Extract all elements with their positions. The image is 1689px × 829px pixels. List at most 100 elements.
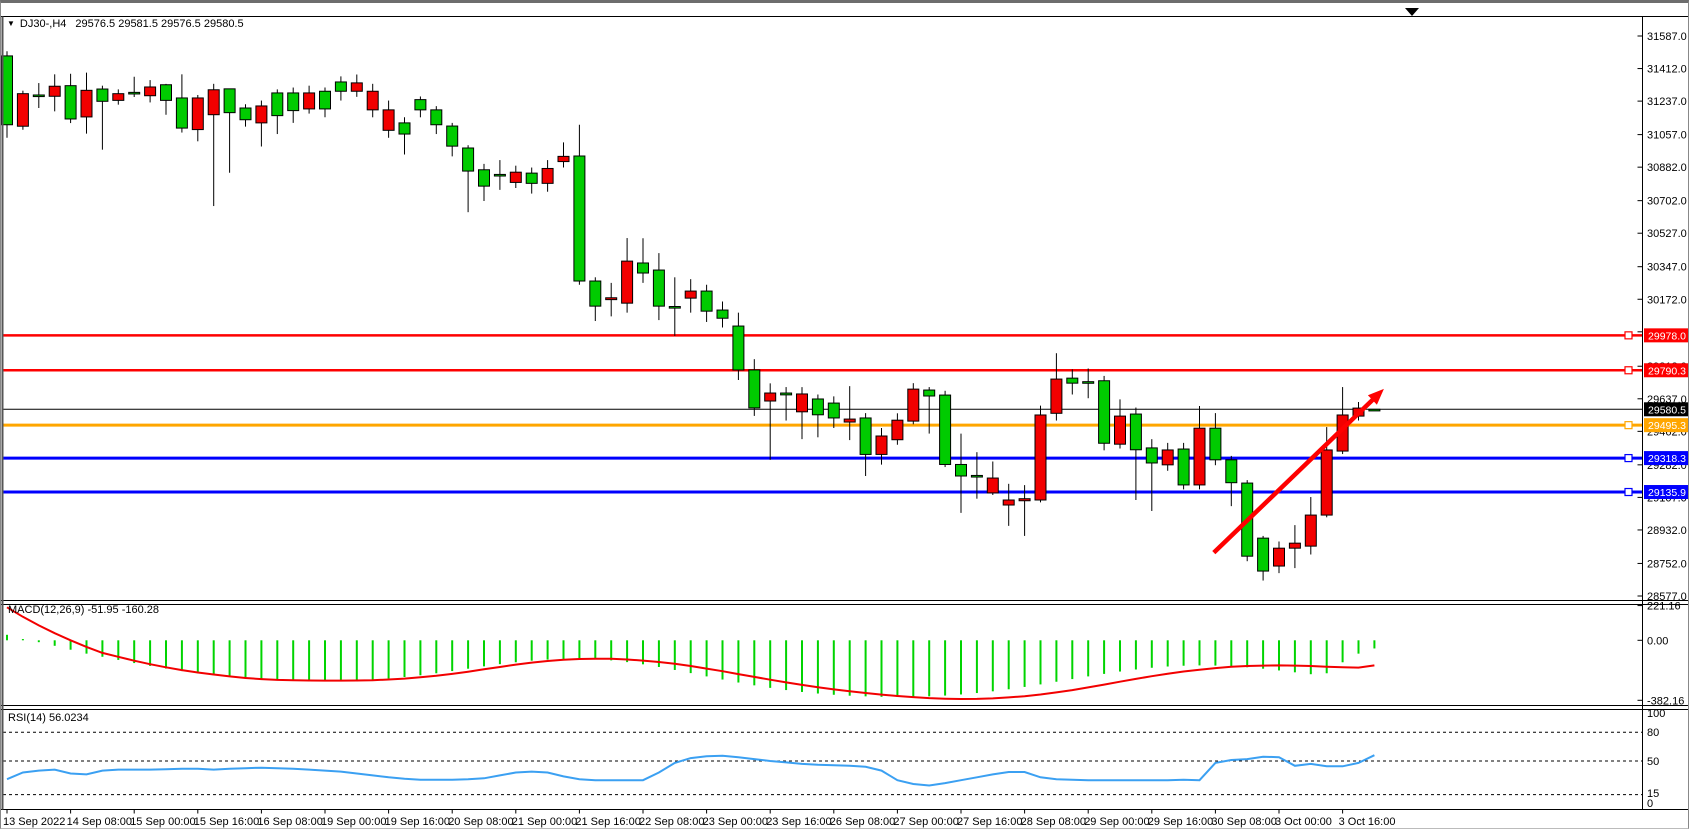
price-tick-label: 30347.0 <box>1647 262 1687 274</box>
macd-hist-bar <box>1166 640 1169 667</box>
macd-hist-bar <box>467 640 470 669</box>
candle-body <box>843 418 856 423</box>
macd-hist-bar <box>53 640 56 646</box>
macd-hist-bar <box>514 640 517 663</box>
price-tick-label: 31587.0 <box>1647 31 1687 43</box>
candle-body <box>907 388 920 422</box>
candle-body <box>398 122 411 135</box>
horizontal-line[interactable] <box>3 421 1643 430</box>
macd-hist-bar <box>1071 640 1074 680</box>
horizontal-line[interactable] <box>3 487 1643 497</box>
macd-axis-label: -382.16 <box>1647 695 1684 707</box>
macd-hist-bar <box>276 640 279 680</box>
svg-text:29495.3: 29495.3 <box>1648 420 1686 432</box>
time-tick-label: 3 Oct 00:00 <box>1275 816 1332 828</box>
macd-hist-bar <box>816 640 819 694</box>
macd-hist-bar <box>1087 640 1090 677</box>
macd-hist-bar <box>1039 640 1042 685</box>
line-handle <box>1624 366 1633 375</box>
macd-hist-bar <box>1055 640 1058 682</box>
candle-body <box>780 392 793 396</box>
time-tick-label: 19 Sep 16:00 <box>385 816 450 828</box>
macd-hist-bar <box>1198 640 1201 666</box>
macd-hist-bar <box>673 640 676 670</box>
candles-layer <box>1 51 1381 581</box>
candle-body <box>986 477 999 494</box>
candle-body <box>668 306 681 309</box>
price-tick-label: 30882.0 <box>1647 162 1687 174</box>
candle-body <box>716 309 729 319</box>
price-line-label: 29978.0 <box>1644 328 1688 343</box>
chart-canvas[interactable]: 31587.0 31412.0 31237.0 31057.0 30882.0 30702… <box>1 3 1689 829</box>
macd-hist-bar <box>1007 640 1010 690</box>
macd-hist-bar <box>769 640 772 688</box>
macd-hist-bar <box>149 640 152 666</box>
horizontal-line[interactable] <box>3 366 1643 375</box>
price-line-label: 29318.3 <box>1644 451 1688 466</box>
candle-body <box>366 90 379 111</box>
candle-body <box>271 92 284 117</box>
candle-body <box>811 398 824 416</box>
candle-body <box>955 463 967 477</box>
time-tick-label: 19 Sep 00:00 <box>321 816 386 828</box>
macd-hist-bar <box>180 640 183 672</box>
candle-body <box>48 85 61 97</box>
time-tick-label: 15 Sep 00:00 <box>130 816 195 828</box>
macd-hist-bar <box>1182 640 1185 666</box>
time-tick-label: 21 Sep 00:00 <box>512 816 577 828</box>
candle-body <box>1161 449 1174 466</box>
macd-hist-bar <box>498 640 501 665</box>
line-handle <box>1624 487 1633 497</box>
candle-body <box>1018 498 1031 502</box>
svg-text:29978.0: 29978.0 <box>1648 330 1686 342</box>
candle-body <box>446 125 459 147</box>
line-handle <box>1624 453 1633 463</box>
candle-body <box>1304 514 1317 547</box>
candle-body <box>970 474 983 478</box>
candle-body <box>700 290 713 312</box>
macd-hist-bar <box>737 640 740 683</box>
candle-body <box>541 167 554 184</box>
macd-hist-bar <box>721 640 724 680</box>
trend-arrow[interactable] <box>1212 388 1384 555</box>
candle-body <box>573 155 586 282</box>
shift-end-marker-icon[interactable] <box>1405 8 1419 16</box>
rsi-axis-label: 0 <box>1647 798 1653 810</box>
candle-body <box>144 86 157 97</box>
macd-hist-bar <box>562 640 565 659</box>
candle-body <box>255 105 268 124</box>
macd-hist-bar <box>1103 640 1106 674</box>
macd-hist-bar <box>785 640 788 691</box>
macd-hist-bar <box>1150 640 1153 668</box>
candle-body <box>891 419 904 441</box>
candle-body <box>1273 547 1285 567</box>
macd-hist-bar <box>419 640 422 676</box>
macd-hist-bar <box>642 640 644 665</box>
candle-body <box>684 290 697 299</box>
macd-hist-bar <box>705 640 708 677</box>
price-tick-label: 31057.0 <box>1647 130 1687 142</box>
macd-hist-bar <box>387 640 390 679</box>
candle-body <box>637 262 649 274</box>
horizontal-line[interactable] <box>3 331 1643 340</box>
candle-body <box>652 269 665 307</box>
horizontal-line[interactable] <box>3 453 1643 463</box>
macd-hist-bar <box>101 640 104 657</box>
rsi-line <box>6 754 1375 787</box>
time-tick-label: 23 Sep 16:00 <box>766 816 831 828</box>
time-tick-label: 28 Sep 08:00 <box>1021 816 1086 828</box>
macd-hist-bar <box>594 640 597 660</box>
macd-hist-bar <box>578 640 581 659</box>
time-tick-label: 15 Sep 16:00 <box>194 816 259 828</box>
macd-hist-bar <box>371 640 374 680</box>
candle-body <box>16 93 29 127</box>
macd-axis-label: 221.16 <box>1647 601 1681 613</box>
candle-body <box>112 93 125 101</box>
rsi-panel: 100 80 50 150 <box>6 708 1665 810</box>
candle-body <box>859 417 872 455</box>
macd-hist-bar <box>451 640 454 672</box>
svg-text:29318.3: 29318.3 <box>1648 453 1686 465</box>
macd-hist-bar <box>292 640 295 681</box>
